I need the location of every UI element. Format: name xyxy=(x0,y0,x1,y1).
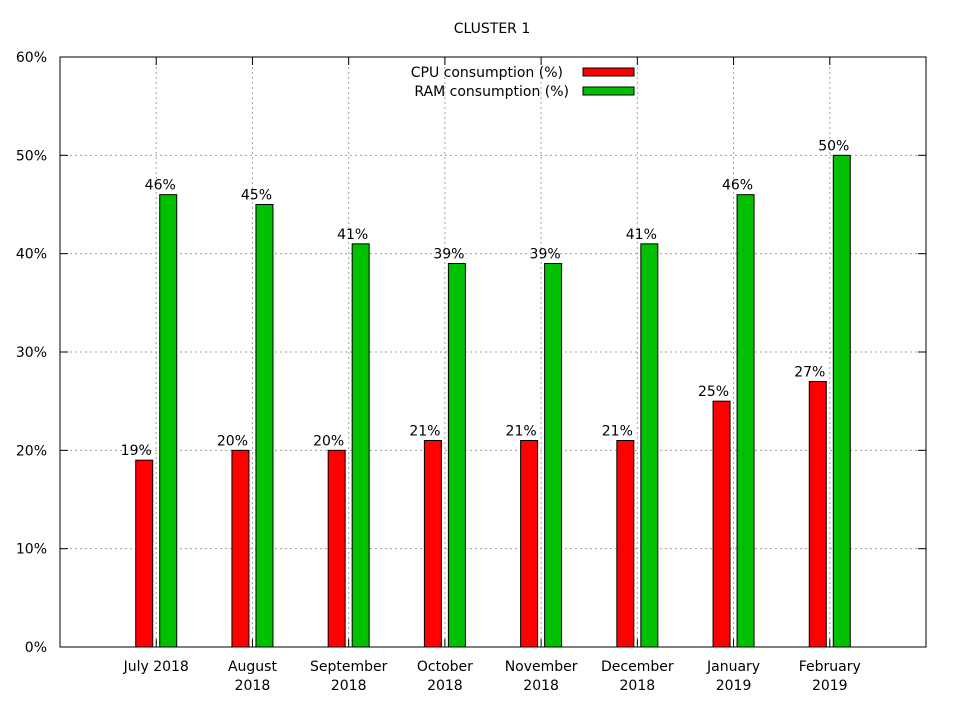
legend-label: CPU consumption (%) xyxy=(411,65,563,81)
data-label: 39% xyxy=(433,247,464,263)
data-label: 46% xyxy=(722,178,753,194)
data-label: 25% xyxy=(698,384,729,400)
data-label: 21% xyxy=(602,424,633,440)
x-tick-label: July 2018 xyxy=(123,659,189,675)
bar-cpu xyxy=(808,381,827,648)
x-tick-label: 2018 xyxy=(427,678,463,694)
x-tick-label: September xyxy=(310,659,388,675)
x-tick-label: 2019 xyxy=(716,678,752,694)
data-label: 21% xyxy=(506,424,537,440)
y-tick-label: 30% xyxy=(16,345,47,361)
bar-cpu xyxy=(712,400,731,648)
bar-ram xyxy=(736,194,755,648)
x-tick-label: October xyxy=(417,659,473,675)
y-tick-label: 40% xyxy=(16,247,47,263)
y-tick-label: 20% xyxy=(16,443,47,459)
bar-ram xyxy=(447,263,466,648)
legend-swatch xyxy=(582,67,635,77)
y-tick-label: 60% xyxy=(16,50,47,66)
bar-cpu xyxy=(327,449,346,648)
x-tick-label: November xyxy=(505,659,578,675)
data-label: 50% xyxy=(818,138,849,154)
x-tick-label: August xyxy=(228,659,278,675)
plot-border xyxy=(59,56,927,648)
data-label: 21% xyxy=(409,424,440,440)
bar-ram xyxy=(351,243,370,648)
legend-swatch xyxy=(582,86,635,96)
bar-ram xyxy=(640,243,659,648)
data-label: 46% xyxy=(145,178,176,194)
bar-cpu xyxy=(520,440,539,648)
y-tick-label: 50% xyxy=(16,148,47,164)
data-label: 20% xyxy=(217,433,248,449)
y-tick-label: 10% xyxy=(16,542,47,558)
bar-cpu xyxy=(616,440,635,648)
x-tick-label: February xyxy=(799,659,861,675)
bar-ram xyxy=(255,204,274,648)
bar-ram xyxy=(544,263,563,648)
grid xyxy=(60,57,926,647)
data-label: 27% xyxy=(794,365,825,381)
x-tick-label: December xyxy=(601,659,674,675)
legend-label: RAM consumption (%) xyxy=(414,84,569,100)
data-label: 39% xyxy=(530,247,561,263)
data-label: 19% xyxy=(121,443,152,459)
x-tick-label: 2018 xyxy=(235,678,271,694)
data-label: 45% xyxy=(241,188,272,204)
bars xyxy=(135,154,851,648)
bar-ram xyxy=(159,194,178,648)
bar-ram xyxy=(832,154,851,648)
data-label: 41% xyxy=(626,227,657,243)
x-tick-label: January xyxy=(706,659,760,675)
legend: CPU consumption (%) RAM consumption (%) xyxy=(411,65,635,100)
axes: 0% 10% 20% 30% 40% 50% 60% July 2018 August 2018 S… xyxy=(16,50,927,694)
x-tick-label: 2018 xyxy=(331,678,367,694)
x-tick-label: 2018 xyxy=(523,678,559,694)
y-tick-label: 0% xyxy=(25,640,47,656)
data-label: 41% xyxy=(337,227,368,243)
bar-cpu xyxy=(135,459,154,648)
bar-cpu xyxy=(231,449,250,648)
x-tick-label: 2018 xyxy=(620,678,656,694)
x-tick-label: 2019 xyxy=(812,678,848,694)
data-labels: 19% 20% 20% 21% 21% 21% 25% 27% 46% 45% 41% 39% 39% 4… xyxy=(121,138,850,459)
chart-title: CLUSTER 1 xyxy=(454,21,531,37)
bar-cpu xyxy=(423,440,442,648)
data-label: 20% xyxy=(313,433,344,449)
